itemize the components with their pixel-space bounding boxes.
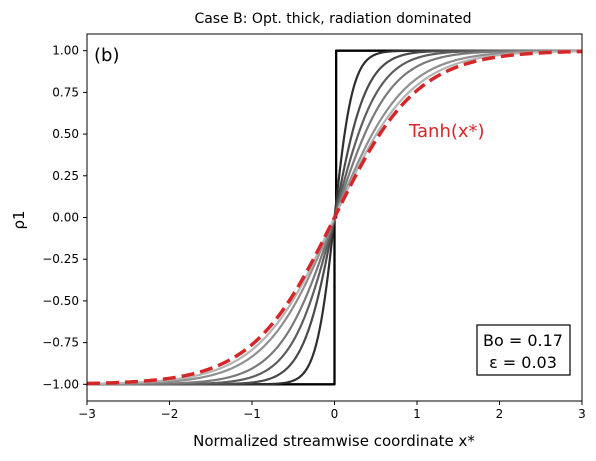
panel-label: (b): [94, 45, 119, 66]
y-tick-label: −0.50: [42, 294, 79, 308]
x-axis-label: Normalized streamwise coordinate x*: [193, 432, 475, 450]
tanh-annotation: Tanh(x*): [408, 121, 485, 142]
chart-title: Case B: Opt. thick, radiation dominated: [194, 11, 471, 27]
y-tick-label: −0.25: [42, 252, 79, 266]
x-tick-label: 0: [331, 407, 339, 421]
parameter-epsilon: ε = 0.03: [489, 353, 557, 372]
parameter-bo: Bo = 0.17: [483, 331, 563, 350]
y-tick-label: 0.50: [52, 127, 79, 141]
y-tick-label: −0.75: [42, 336, 79, 350]
y-axis-ticks: −1.00 −0.75 −0.50 −0.25 0.00 0.25 0.50 0.75 1.00: [42, 44, 87, 391]
curves: [87, 49, 582, 386]
series-tanh-dashed: [87, 49, 582, 386]
y-tick-label: 0.75: [52, 85, 79, 99]
x-tick-label: 1: [413, 407, 421, 421]
x-tick-label: −1: [243, 407, 261, 421]
x-tick-label: −3: [78, 407, 96, 421]
parameter-box: [476, 324, 571, 376]
y-tick-label: 0.25: [52, 169, 79, 183]
y-tick-label: 1.00: [52, 44, 79, 58]
x-tick-label: −2: [161, 407, 179, 421]
y-axis-label: ρ1: [10, 210, 28, 229]
y-tick-label: 0.00: [52, 211, 79, 225]
x-tick-label: 3: [578, 407, 586, 421]
x-axis-ticks: −3 −2 −1 0 1 2 3: [78, 401, 586, 421]
y-tick-label: −1.00: [42, 377, 79, 391]
x-tick-label: 2: [496, 407, 504, 421]
